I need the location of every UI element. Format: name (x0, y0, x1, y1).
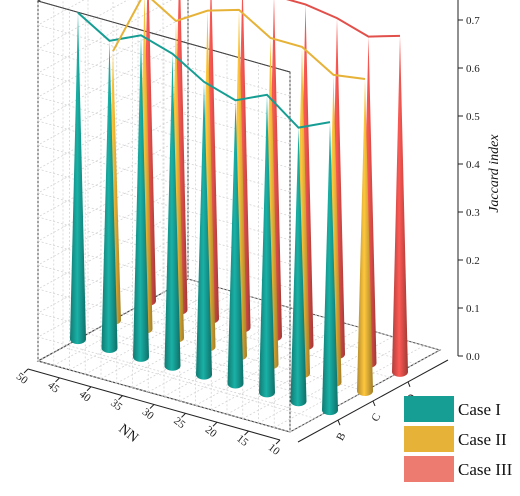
cone-case-i-nn-20 (259, 94, 275, 398)
z-tick-label: 0.5 (466, 111, 480, 123)
legend-label-case-ii: Case II (458, 430, 507, 449)
series-line-case-iii (286, 0, 401, 38)
category-tick-label: C (369, 412, 383, 424)
category-tick-label: B (334, 431, 348, 443)
x-gridline-floor (211, 327, 362, 411)
z-axis-title: Jaccard index (487, 134, 502, 213)
legend-swatch-case-iii (404, 456, 454, 482)
z-tick-label: 0.2 (466, 255, 480, 267)
cone-body (196, 81, 212, 380)
nn-axis-title: NN (116, 422, 141, 446)
series-line-case-ii (112, 0, 366, 80)
nn-tick-label: 10 (266, 442, 282, 459)
nn-tick (244, 430, 249, 436)
nn-tick-label: 40 (77, 388, 93, 405)
cone-case-i-nn-35 (164, 53, 181, 371)
nn-tick-label: 20 (203, 424, 219, 441)
z-tick-label: 0.0 (466, 351, 480, 363)
cone-body (101, 40, 118, 354)
nn-tick (55, 377, 60, 383)
cone-body (290, 127, 307, 407)
category-tick (337, 419, 341, 426)
category-tick (372, 400, 376, 407)
legend-swatch-case-ii (404, 426, 454, 452)
cone-case-iii-nn-10 (392, 35, 408, 377)
nn-tick-label: 35 (108, 397, 124, 414)
z-tick-label: 0.7 (466, 15, 480, 27)
cone-body (164, 53, 181, 371)
legend: Case I Case II Case III (404, 396, 513, 482)
legend-label-case-i: Case I (458, 400, 501, 419)
mark-layer (70, 0, 408, 416)
cone-case-i-nn-15 (290, 127, 307, 407)
nn-tick-label: 25 (171, 415, 187, 432)
nn-tick-label: 45 (45, 379, 61, 396)
box-top-edge (36, 0, 291, 73)
x-gridline-floor (148, 309, 299, 393)
nn-tick-label: 50 (14, 371, 30, 388)
z-tick-label: 0.1 (466, 303, 480, 315)
z-tick-label: 0.4 (466, 159, 480, 171)
x-gridline-floor (179, 318, 330, 402)
nn-tick (149, 404, 155, 409)
nn-tick (118, 395, 123, 400)
z-tick-label: 0.3 (466, 207, 480, 219)
cone-case-i-nn-10 (322, 122, 338, 416)
cone-case-i-nn-30 (196, 81, 212, 380)
cone-body (357, 79, 373, 396)
legend-label-case-iii: Case III (458, 460, 513, 479)
nn-tick (275, 439, 281, 445)
nn-tick (23, 368, 29, 374)
cone-body (133, 35, 149, 362)
cone-case-i-nn-25 (227, 100, 244, 389)
cone-case-ii-nn-10 (357, 79, 373, 396)
nn-tick (181, 413, 186, 418)
cone-body (322, 122, 338, 416)
z-tick-label: 0.6 (466, 63, 480, 75)
cone-body (227, 100, 244, 389)
cone-case-i-nn-45 (101, 40, 118, 354)
nn-tick-label: 15 (234, 433, 250, 450)
nn-tick (212, 421, 218, 427)
nn-tick-label: 30 (140, 406, 156, 423)
legend-swatch-case-i (404, 396, 454, 422)
cone-body (259, 94, 275, 398)
cone-body (70, 12, 86, 345)
axis-layer: 0.0 0.1 0.2 0.3 0.4 0.5 0.6 0.7 Jaccard index 10 1… (14, 0, 502, 458)
cone-case-i-nn-40 (133, 35, 149, 362)
cone-case-i-nn-50 (70, 12, 86, 345)
category-tick (407, 381, 411, 388)
cone-body (392, 35, 408, 377)
nn-tick (86, 386, 92, 392)
